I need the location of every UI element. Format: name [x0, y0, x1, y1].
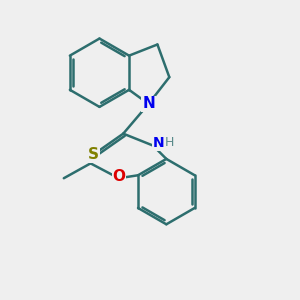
Text: N: N — [152, 136, 164, 150]
Text: O: O — [112, 169, 125, 184]
Text: H: H — [165, 136, 174, 149]
Text: S: S — [88, 147, 99, 162]
Text: N: N — [142, 96, 155, 111]
